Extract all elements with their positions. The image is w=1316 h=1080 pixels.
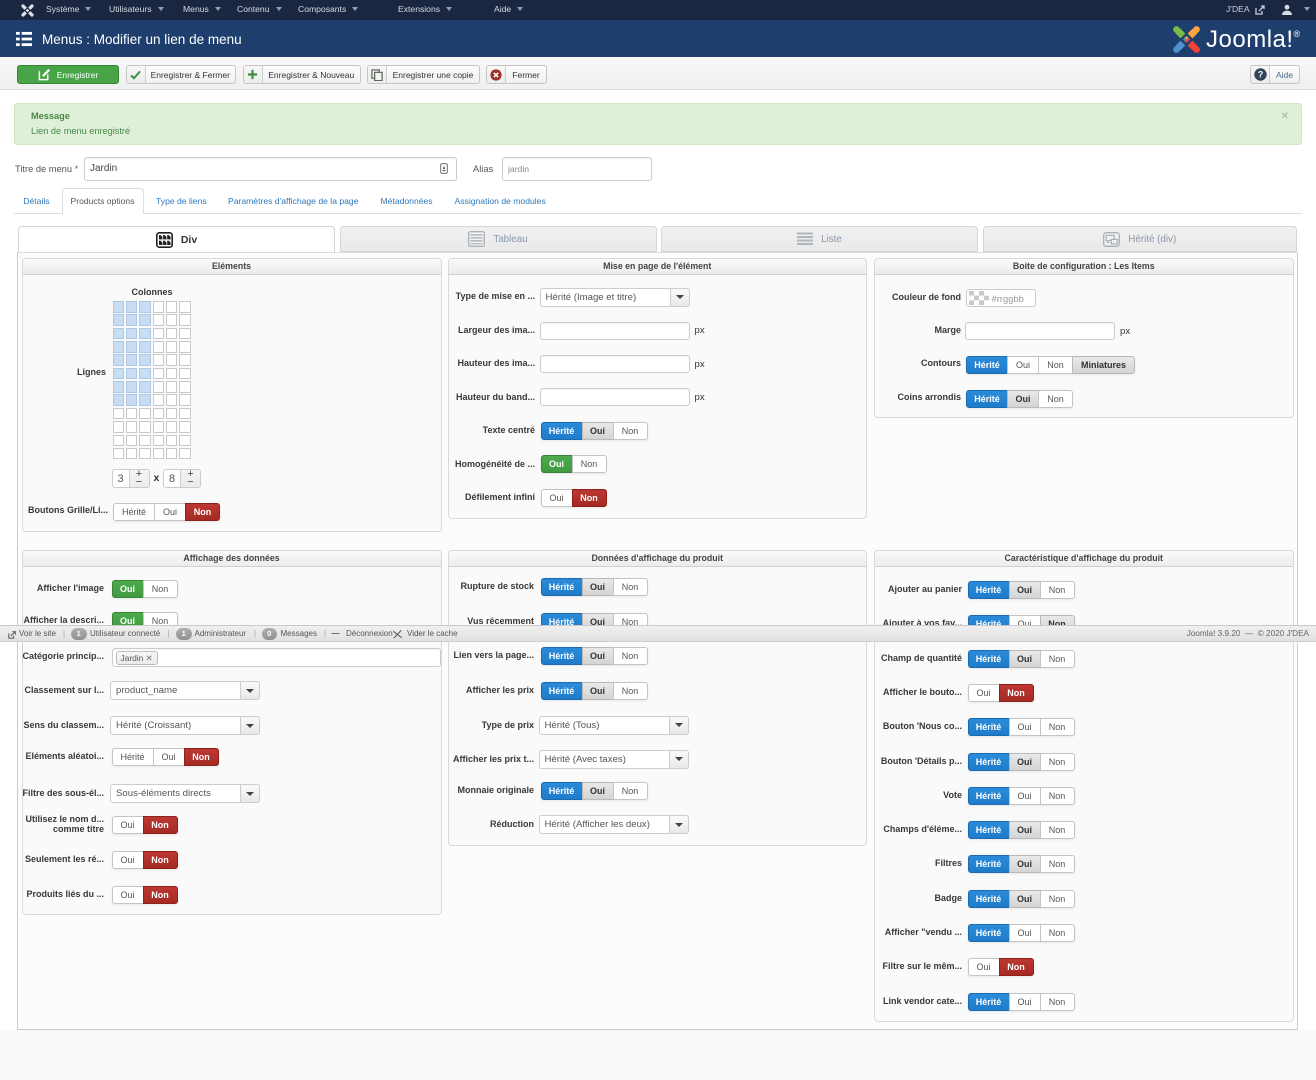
svg-text:?: ? <box>1257 70 1263 80</box>
